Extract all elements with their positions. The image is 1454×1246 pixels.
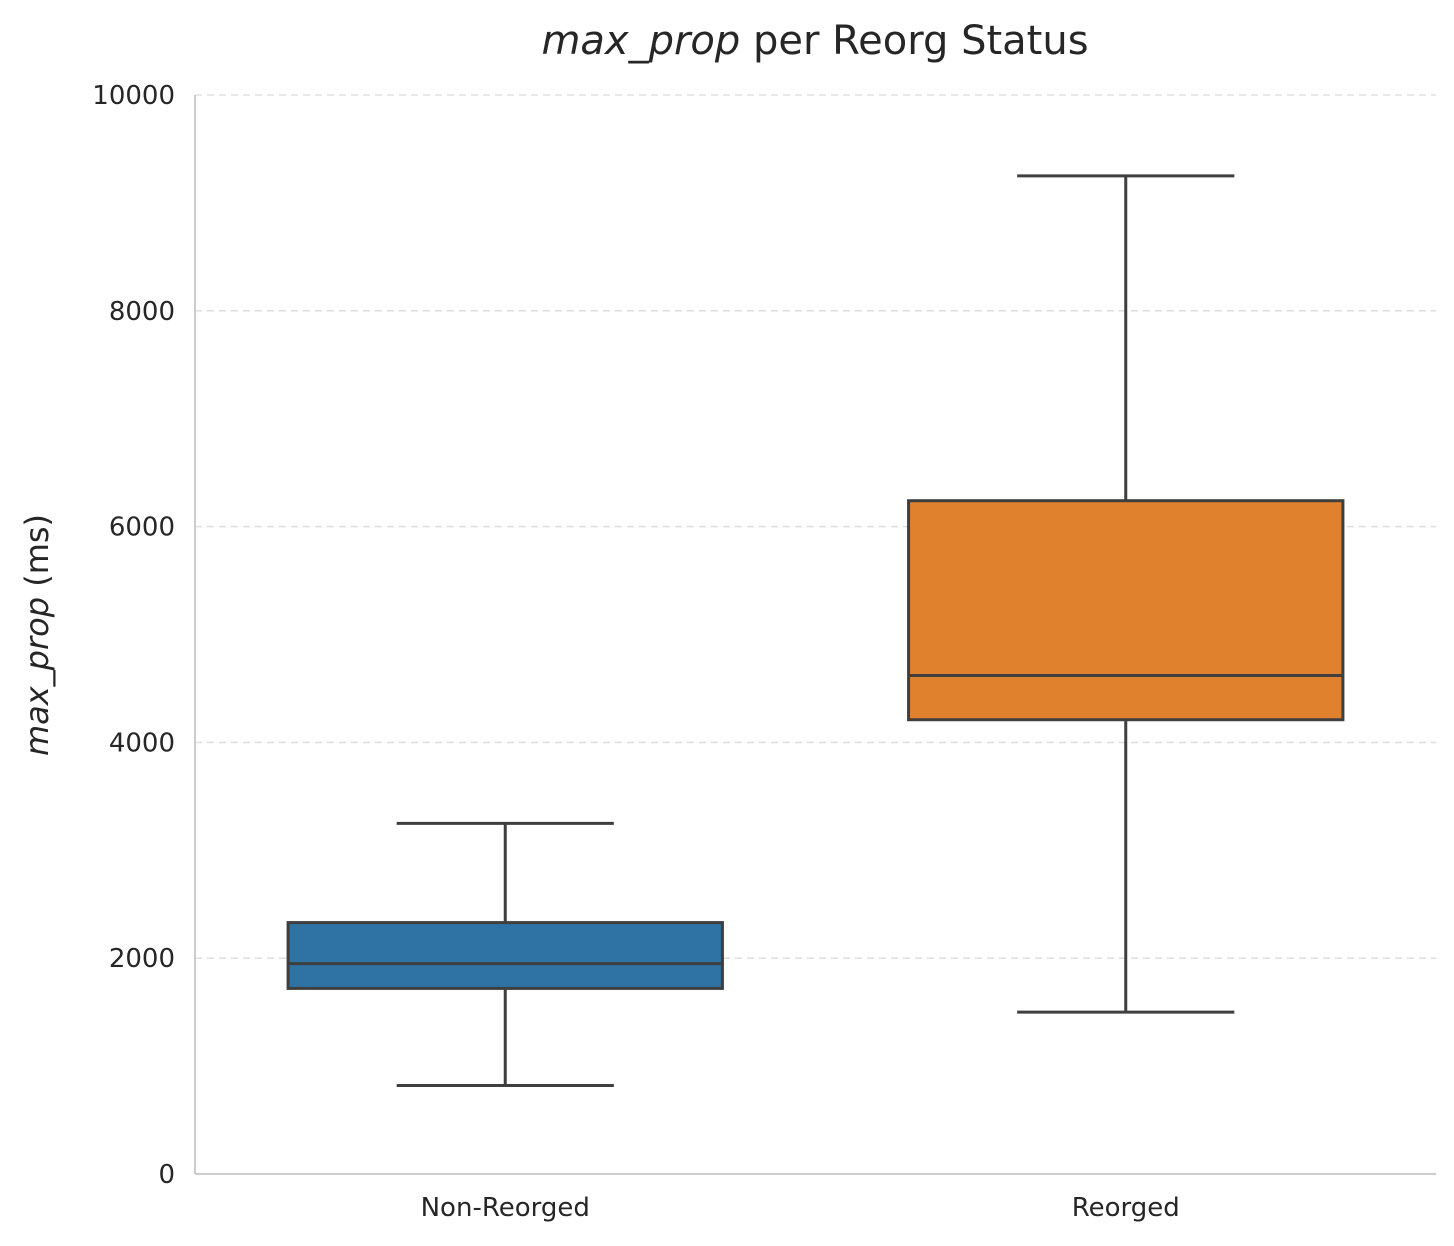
y-tick-label: 10000 xyxy=(92,81,175,111)
chart-title-italic: max_prop xyxy=(541,18,740,64)
y-tick-label: 2000 xyxy=(109,944,175,974)
boxes-layer xyxy=(286,174,1345,1088)
axes-layer xyxy=(194,95,1436,1175)
iqr-box xyxy=(907,499,1345,722)
iqr-box xyxy=(286,921,724,990)
x-tick-label: Reorged xyxy=(1072,1193,1180,1223)
chart-title-rest: per Reorg Status xyxy=(740,18,1088,64)
y-tick-label: 8000 xyxy=(109,297,175,327)
ticks-layer: 0 2000 4000 6000 8000 10000 Non-Reorged Reorged xyxy=(92,81,1179,1223)
y-tick-label: 0 xyxy=(158,1160,175,1190)
chart-title: max_prop per Reorg Status xyxy=(541,18,1088,64)
y-axis-label-rest: (ms) xyxy=(18,514,56,597)
y-axis-label: max_prop (ms) xyxy=(18,514,56,756)
y-axis-label-italic: max_prop xyxy=(18,597,56,756)
box-group-non-reorged xyxy=(286,821,724,1088)
x-tick-label: Non-Reorged xyxy=(421,1193,590,1223)
y-tick-label: 6000 xyxy=(109,513,175,543)
y-tick-label: 4000 xyxy=(109,728,175,758)
box-group-reorged xyxy=(907,174,1345,1014)
